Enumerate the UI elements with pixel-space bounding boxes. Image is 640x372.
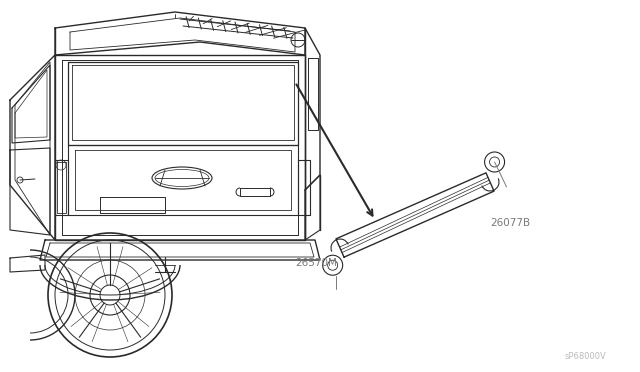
Text: 26570M: 26570M [295, 258, 337, 268]
Text: sP68000V: sP68000V [565, 352, 607, 361]
Text: 26077B: 26077B [490, 218, 530, 228]
